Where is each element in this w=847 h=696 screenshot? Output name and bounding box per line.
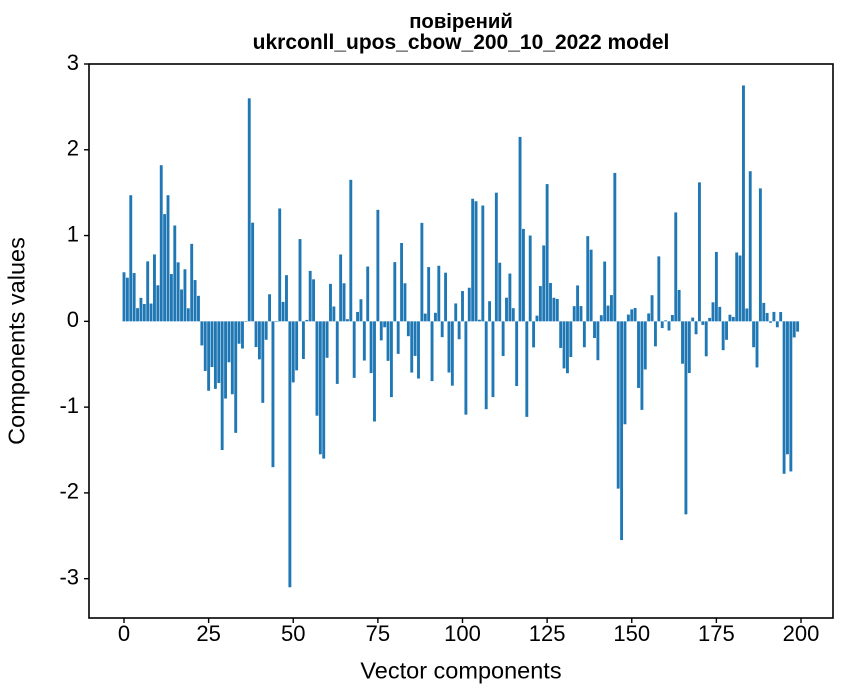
svg-text:0: 0 [67,307,79,332]
svg-text:-3: -3 [59,564,79,589]
svg-text:100: 100 [444,621,481,646]
svg-text:150: 150 [613,621,650,646]
svg-text:200: 200 [783,621,820,646]
svg-text:3: 3 [67,50,79,75]
svg-text:-1: -1 [59,393,79,418]
svg-text:175: 175 [698,621,735,646]
svg-text:1: 1 [67,221,79,246]
svg-text:2: 2 [67,136,79,161]
svg-text:75: 75 [366,621,390,646]
svg-text:0: 0 [118,621,130,646]
svg-text:125: 125 [529,621,566,646]
svg-text:25: 25 [196,621,220,646]
svg-text:-2: -2 [59,479,79,504]
svg-text:50: 50 [281,621,305,646]
